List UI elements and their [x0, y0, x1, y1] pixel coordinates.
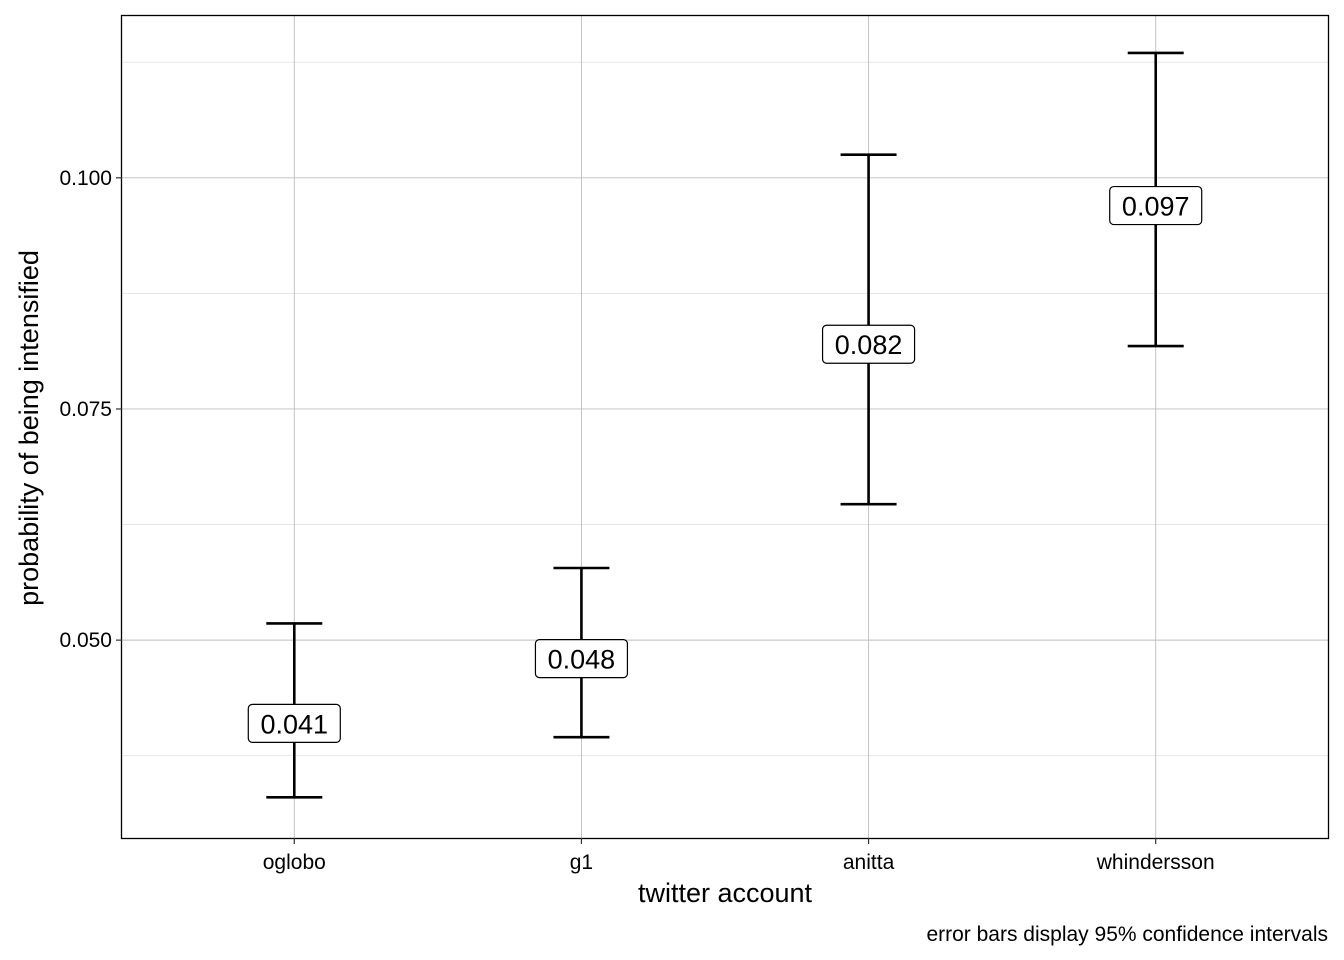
value-label: 0.082: [835, 330, 903, 360]
y-axis-title: probability of being intensified: [14, 250, 44, 606]
y-tick-label: 0.100: [59, 167, 112, 190]
errorbar-g1: 0.048: [534, 566, 629, 739]
caption: error bars display 95% confidence interv…: [926, 923, 1328, 946]
x-tick-label: whindersson: [1096, 851, 1215, 874]
x-tick-label: g1: [570, 851, 593, 874]
y-tick-label: 0.075: [59, 398, 112, 421]
value-label: 0.097: [1122, 192, 1190, 222]
errorbar-whindersson: 0.097: [1109, 51, 1203, 348]
value-label-box: [247, 703, 341, 743]
value-label-box: [821, 324, 916, 364]
value-label-box: [1109, 185, 1203, 226]
value-label-box: [534, 639, 629, 679]
x-tick-label: anitta: [843, 851, 895, 874]
errorbar-anitta: 0.082: [821, 153, 916, 506]
y-tick-label: 0.050: [59, 629, 112, 652]
error-bars: 0.041 0.048 0.082 0.097: [247, 51, 1203, 799]
x-axis-title: twitter account: [638, 878, 813, 908]
value-label: 0.041: [260, 709, 328, 739]
value-label: 0.048: [548, 645, 616, 675]
x-tick-label: oglobo: [263, 851, 326, 874]
axes: 0.050 0.075 0.100 oglobo g1 anitta whindersson: [59, 167, 1214, 874]
plot-panel: [120, 14, 1330, 840]
errorbar-oglobo: 0.041: [247, 622, 341, 799]
